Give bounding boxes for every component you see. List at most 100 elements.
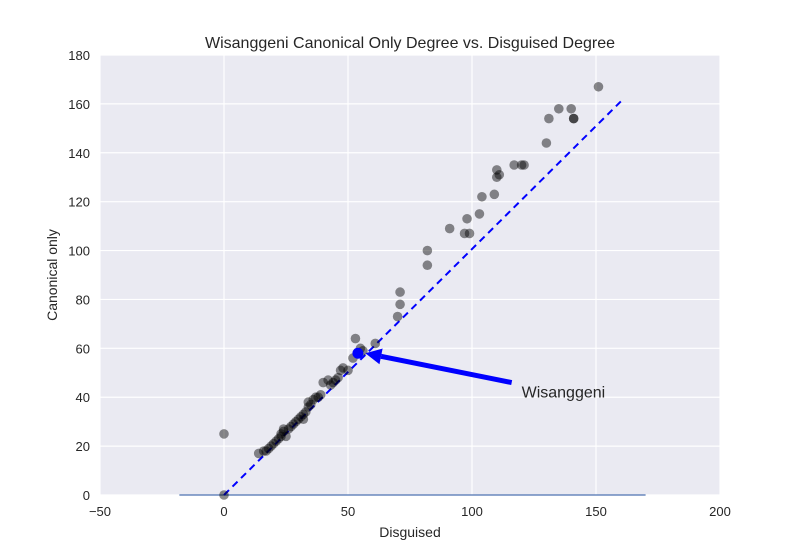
grid-lines bbox=[99, 54, 721, 496]
data-point bbox=[276, 429, 286, 439]
data-point bbox=[350, 333, 361, 344]
data-point bbox=[325, 380, 336, 390]
data-point bbox=[395, 287, 405, 297]
data-point bbox=[303, 402, 314, 412]
data-point bbox=[333, 372, 343, 383]
data-point bbox=[318, 377, 329, 388]
data-point bbox=[283, 424, 294, 434]
data-point bbox=[494, 169, 505, 180]
data-point bbox=[568, 113, 579, 124]
data-point bbox=[261, 446, 271, 456]
data-point bbox=[395, 299, 405, 310]
y-tick-label: 60 bbox=[76, 341, 90, 356]
data-point bbox=[219, 429, 229, 439]
data-point bbox=[276, 431, 286, 442]
data-point bbox=[288, 419, 299, 429]
data-point bbox=[444, 223, 455, 234]
data-point bbox=[474, 209, 485, 219]
data-point bbox=[489, 189, 500, 200]
y-tick-label: 80 bbox=[76, 292, 90, 307]
data-point bbox=[338, 363, 348, 373]
data-point bbox=[219, 490, 229, 500]
data-point bbox=[301, 407, 311, 417]
data-point bbox=[291, 416, 301, 427]
y-tick-labels: 0 20 40 60 80 100 120 140 160 180 bbox=[68, 48, 90, 503]
data-point bbox=[343, 365, 353, 376]
data-point bbox=[313, 392, 324, 403]
x-tick-label: 150 bbox=[585, 504, 607, 519]
y-tick-label: 0 bbox=[83, 488, 90, 503]
data-point bbox=[323, 375, 333, 385]
data-point bbox=[298, 409, 309, 420]
y-tick-label: 180 bbox=[68, 48, 90, 63]
data-point bbox=[296, 411, 306, 422]
data-point bbox=[464, 228, 475, 239]
y-tick-label: 20 bbox=[76, 439, 90, 454]
data-point bbox=[266, 441, 276, 451]
y-axis-label: Canonical only bbox=[44, 229, 60, 321]
reference-dashed-line bbox=[223, 100, 622, 496]
plot-area bbox=[100, 55, 720, 495]
data-point bbox=[566, 103, 576, 114]
y-tick-label: 160 bbox=[68, 97, 90, 112]
data-point bbox=[278, 426, 289, 437]
x-tick-label: 0 bbox=[220, 504, 227, 519]
data-point bbox=[459, 228, 470, 239]
data-point bbox=[593, 81, 604, 92]
x-tick-label: 200 bbox=[709, 504, 731, 519]
data-point bbox=[310, 392, 321, 403]
y-tick-label: 140 bbox=[68, 146, 90, 161]
y-tick-label: 100 bbox=[68, 244, 90, 259]
annotation-arrow-shaft bbox=[380, 353, 513, 386]
data-point bbox=[516, 160, 527, 170]
data-point bbox=[509, 160, 519, 170]
data-point bbox=[308, 394, 319, 405]
x-tick-label: 50 bbox=[341, 504, 355, 519]
data-point bbox=[335, 365, 346, 376]
x-tick-label: 100 bbox=[461, 504, 483, 519]
data-point bbox=[293, 414, 304, 425]
data-point bbox=[477, 191, 487, 202]
chart-title: Wisanggeni Canonical Only Degree vs. Dis… bbox=[205, 35, 615, 52]
data-points bbox=[219, 81, 604, 500]
highlight-point bbox=[352, 347, 364, 359]
data-point bbox=[298, 414, 309, 425]
y-tick-label: 40 bbox=[76, 390, 90, 405]
x-tick-labels: −50 0 50 100 150 200 bbox=[89, 504, 731, 519]
data-point bbox=[370, 338, 381, 349]
y-tick-label: 120 bbox=[68, 195, 90, 210]
data-point bbox=[392, 311, 403, 322]
data-point bbox=[303, 397, 314, 407]
data-point bbox=[568, 113, 579, 124]
data-point bbox=[286, 421, 296, 432]
data-point bbox=[271, 436, 281, 447]
x-tick-label: −50 bbox=[89, 504, 111, 519]
data-point bbox=[422, 245, 433, 256]
data-point bbox=[519, 160, 529, 170]
data-point bbox=[422, 260, 433, 271]
data-point bbox=[330, 375, 341, 385]
data-point bbox=[273, 433, 284, 444]
data-point bbox=[258, 446, 269, 456]
data-point bbox=[278, 424, 289, 434]
x-axis-label: Disguised bbox=[379, 524, 440, 540]
data-point bbox=[492, 165, 502, 175]
data-point bbox=[281, 431, 291, 442]
data-point bbox=[263, 443, 274, 454]
data-point bbox=[315, 389, 326, 400]
data-point bbox=[462, 213, 472, 224]
data-point bbox=[544, 113, 554, 124]
data-point bbox=[492, 172, 502, 183]
annotation-arrow-head bbox=[365, 348, 383, 365]
data-point bbox=[253, 448, 264, 459]
annotation: Wisanggeni bbox=[365, 348, 606, 401]
annotation-label: Wisanggeni bbox=[522, 384, 606, 401]
data-point bbox=[306, 399, 316, 410]
data-point bbox=[541, 138, 552, 148]
data-point bbox=[328, 377, 338, 388]
data-point bbox=[268, 438, 279, 449]
data-point bbox=[554, 103, 564, 114]
reference-lines bbox=[179, 100, 646, 496]
